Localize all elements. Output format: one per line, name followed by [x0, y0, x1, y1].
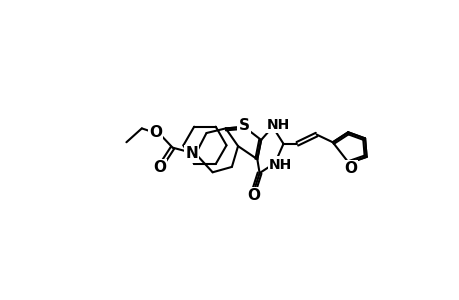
Text: O: O [153, 160, 166, 175]
Text: N: N [185, 146, 198, 161]
Text: NH: NH [268, 158, 291, 172]
Text: O: O [343, 161, 356, 176]
Text: S: S [238, 118, 249, 133]
Text: O: O [247, 188, 260, 203]
Text: NH: NH [266, 118, 289, 132]
Text: O: O [149, 125, 162, 140]
